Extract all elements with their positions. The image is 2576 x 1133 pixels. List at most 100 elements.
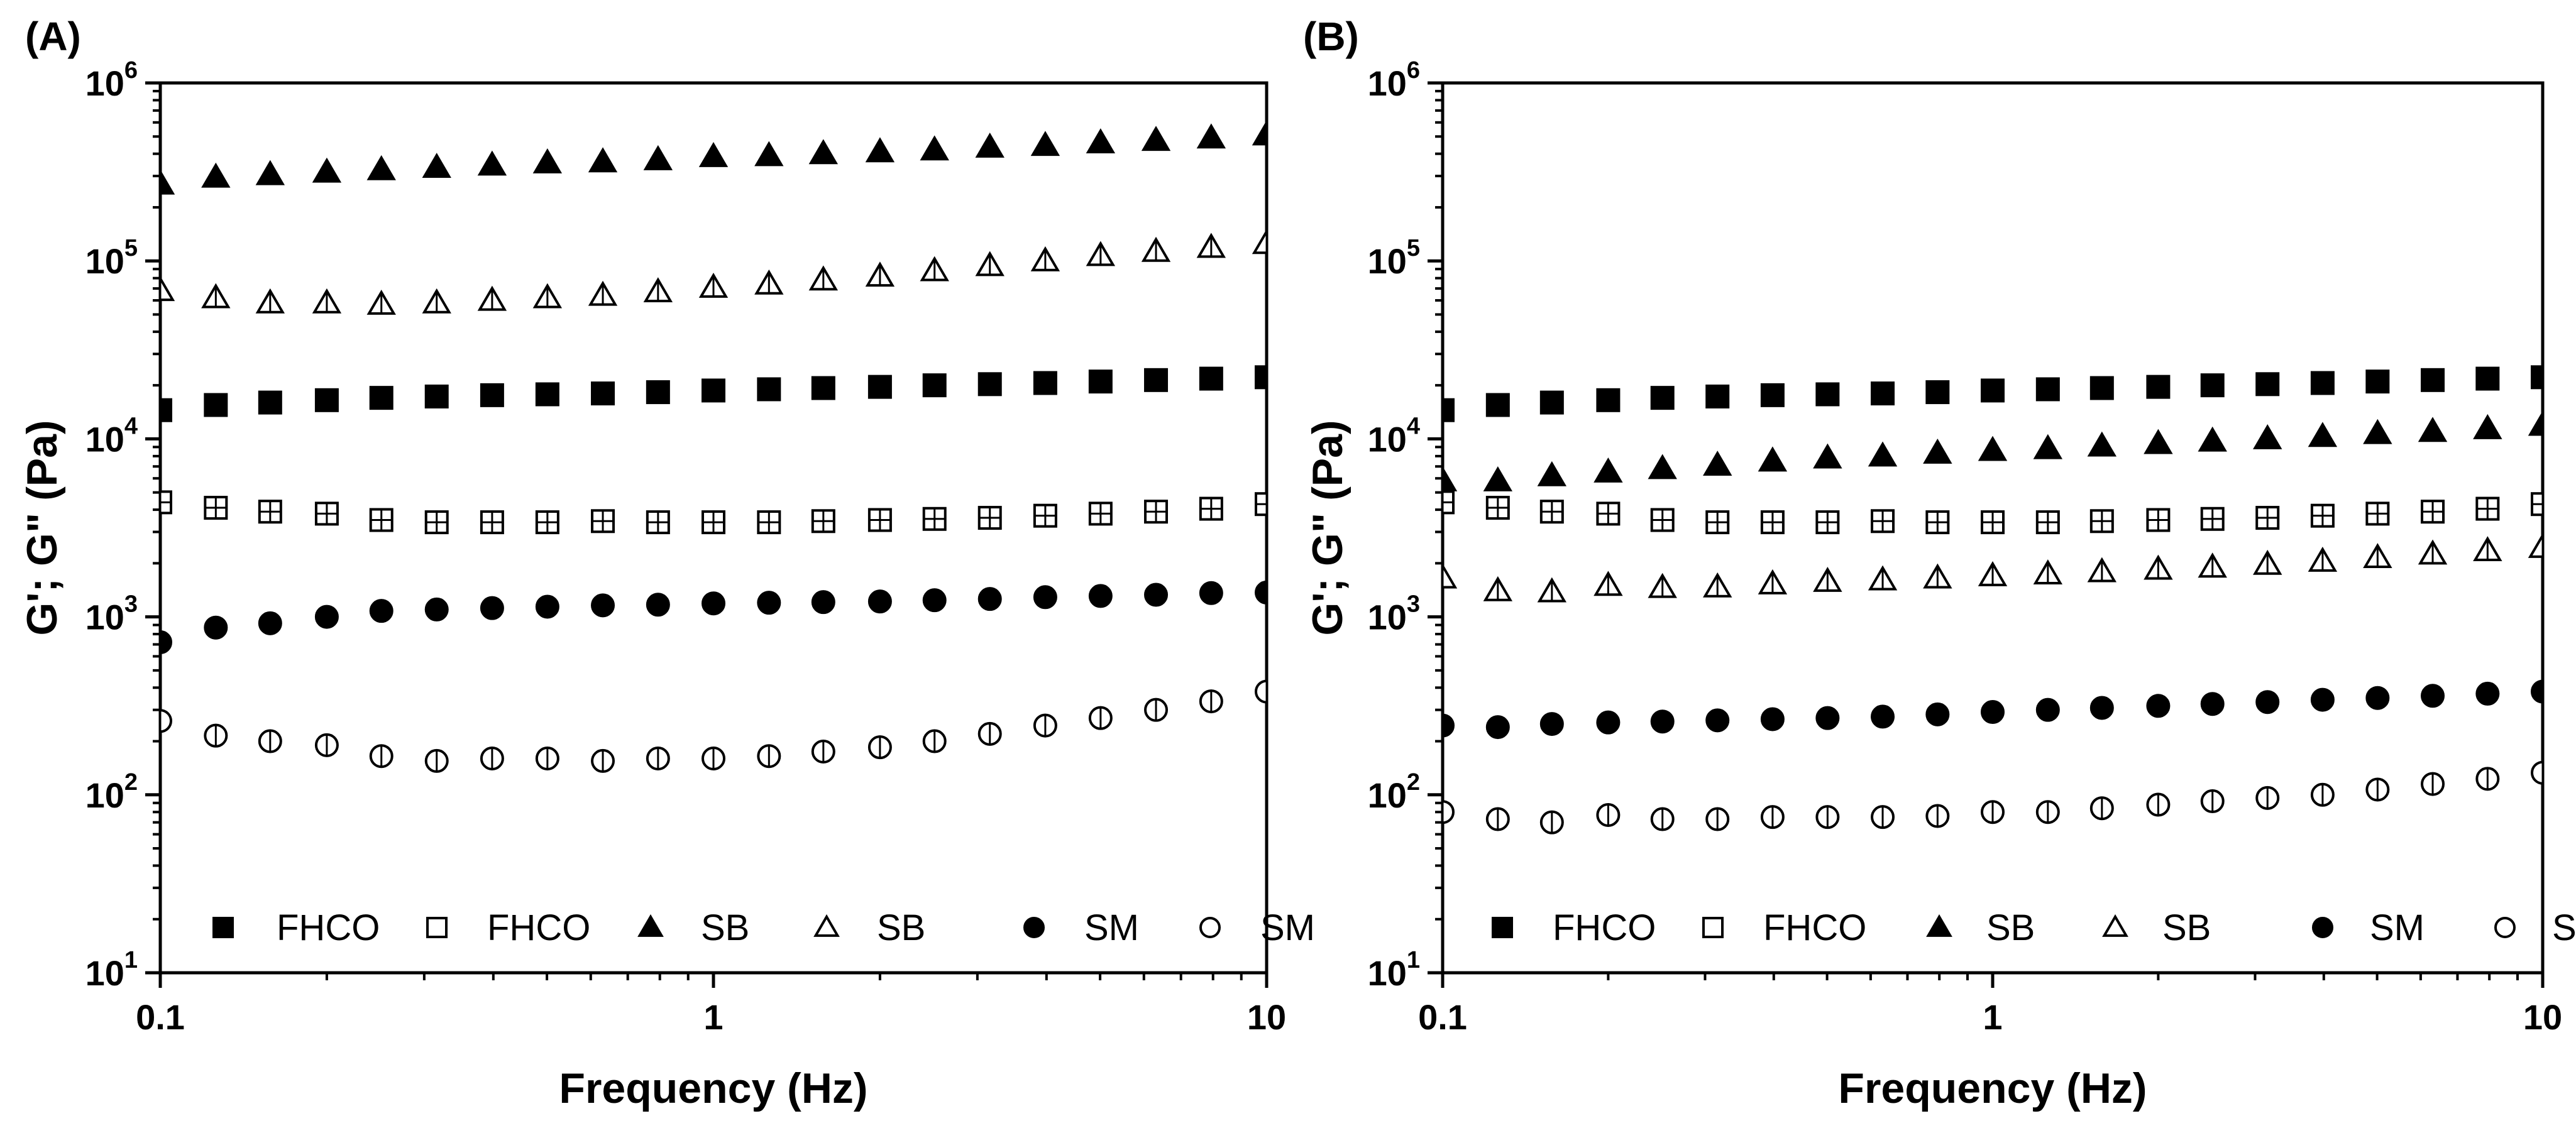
data-point-errorbar bbox=[1256, 492, 1267, 514]
data-point bbox=[1199, 581, 1223, 605]
data-point bbox=[867, 375, 892, 399]
legend-label: SB bbox=[877, 907, 925, 948]
data-point bbox=[2310, 371, 2335, 395]
data-point bbox=[255, 160, 285, 185]
data-point-errorbar bbox=[1487, 496, 1509, 518]
x-axis-title: Frequency (Hz) bbox=[559, 1065, 867, 1112]
data-point bbox=[975, 133, 1005, 158]
legend-label: SB bbox=[2162, 907, 2211, 948]
legend-marker bbox=[426, 917, 448, 938]
data-point-errorbar bbox=[1200, 496, 1222, 518]
data-point-errorbar bbox=[481, 510, 503, 532]
y-tick-label: 106 bbox=[85, 57, 138, 103]
legend-label: SB bbox=[701, 907, 749, 948]
data-point bbox=[532, 148, 563, 173]
legend-label: FHCO bbox=[1763, 907, 1866, 948]
data-point bbox=[1813, 443, 1842, 469]
data-point-errorbar bbox=[370, 508, 392, 530]
data-point bbox=[1815, 382, 1840, 407]
data-point bbox=[258, 611, 282, 635]
data-point bbox=[1539, 390, 1564, 415]
data-point bbox=[1255, 679, 1267, 704]
data-point bbox=[2365, 369, 2390, 394]
data-point-errorbar bbox=[1541, 500, 1563, 522]
panel-label: (B) bbox=[1303, 14, 1359, 59]
data-point-errorbar bbox=[647, 510, 669, 532]
y-tick-label: 106 bbox=[1368, 57, 1420, 103]
data-point bbox=[2089, 376, 2114, 400]
data-point bbox=[2421, 368, 2445, 392]
data-point bbox=[1650, 386, 1675, 410]
data-point bbox=[591, 593, 615, 618]
data-point bbox=[1144, 583, 1169, 607]
data-point bbox=[160, 276, 175, 302]
data-point bbox=[314, 388, 339, 412]
legend-marker bbox=[1492, 917, 1513, 938]
data-point bbox=[811, 590, 835, 615]
data-point bbox=[1703, 451, 1732, 476]
series-fhco-filled bbox=[1443, 365, 2543, 422]
data-point bbox=[258, 390, 282, 415]
data-point-errorbar bbox=[1145, 500, 1167, 522]
data-point bbox=[2255, 372, 2280, 397]
data-point bbox=[2528, 410, 2543, 436]
data-point bbox=[2475, 366, 2500, 391]
data-point-errorbar bbox=[1817, 510, 1839, 532]
legend-marker bbox=[1023, 917, 1045, 938]
data-point bbox=[2473, 413, 2502, 439]
data-point bbox=[2089, 696, 2114, 720]
data-point bbox=[480, 383, 504, 407]
data-point bbox=[754, 141, 784, 167]
data-point bbox=[201, 162, 231, 188]
data-point-errorbar bbox=[205, 496, 227, 518]
data-point bbox=[1760, 383, 1785, 407]
data-point bbox=[1871, 704, 1895, 729]
x-tick-label: 10 bbox=[2523, 997, 2562, 1037]
data-point bbox=[2531, 760, 2543, 785]
data-point bbox=[1868, 441, 1898, 467]
data-point-errorbar bbox=[2422, 500, 2444, 522]
y-tick-label: 103 bbox=[85, 591, 138, 637]
data-points bbox=[160, 120, 1267, 773]
data-point bbox=[757, 377, 781, 402]
series-sb-open bbox=[1443, 533, 2543, 603]
data-point bbox=[808, 139, 839, 165]
data-point bbox=[422, 153, 451, 178]
data-point bbox=[366, 155, 396, 180]
data-point bbox=[1981, 378, 2005, 403]
data-point bbox=[1086, 128, 1116, 154]
data-point-errorbar bbox=[259, 500, 281, 522]
data-point bbox=[2363, 419, 2392, 444]
series-fhco-filled bbox=[160, 365, 1267, 422]
data-point bbox=[1978, 435, 2008, 461]
legend-marker bbox=[1702, 917, 1724, 938]
data-point bbox=[757, 591, 781, 615]
data-point bbox=[2418, 417, 2448, 442]
x-tick-label: 1 bbox=[703, 997, 723, 1037]
data-point bbox=[160, 169, 175, 195]
series-sm-open bbox=[1443, 760, 2543, 835]
data-point-errorbar bbox=[1597, 501, 1619, 523]
y-tick-label: 105 bbox=[85, 235, 138, 281]
legend-label: SM bbox=[1084, 907, 1139, 948]
data-point bbox=[2200, 692, 2225, 716]
data-point bbox=[1871, 381, 1895, 406]
data-point bbox=[2144, 429, 2173, 454]
data-point bbox=[2531, 365, 2543, 390]
data-point bbox=[2308, 422, 2338, 447]
data-point bbox=[1088, 584, 1113, 608]
data-point bbox=[643, 145, 673, 170]
data-point bbox=[1483, 466, 1513, 491]
data-point-errorbar bbox=[1872, 509, 1894, 531]
data-point bbox=[1596, 388, 1621, 412]
data-point bbox=[588, 147, 618, 173]
data-point-errorbar bbox=[1651, 508, 1673, 530]
data-point-errorbar bbox=[2147, 508, 2169, 530]
data-point-errorbar bbox=[316, 501, 338, 523]
data-point bbox=[920, 135, 949, 161]
data-points bbox=[1443, 365, 2543, 835]
data-point bbox=[1758, 446, 1788, 472]
panel-label: (A) bbox=[25, 14, 81, 59]
y-tick-label: 101 bbox=[1368, 947, 1420, 993]
y-axis-title: G'; G" (Pa) bbox=[1304, 420, 1351, 635]
